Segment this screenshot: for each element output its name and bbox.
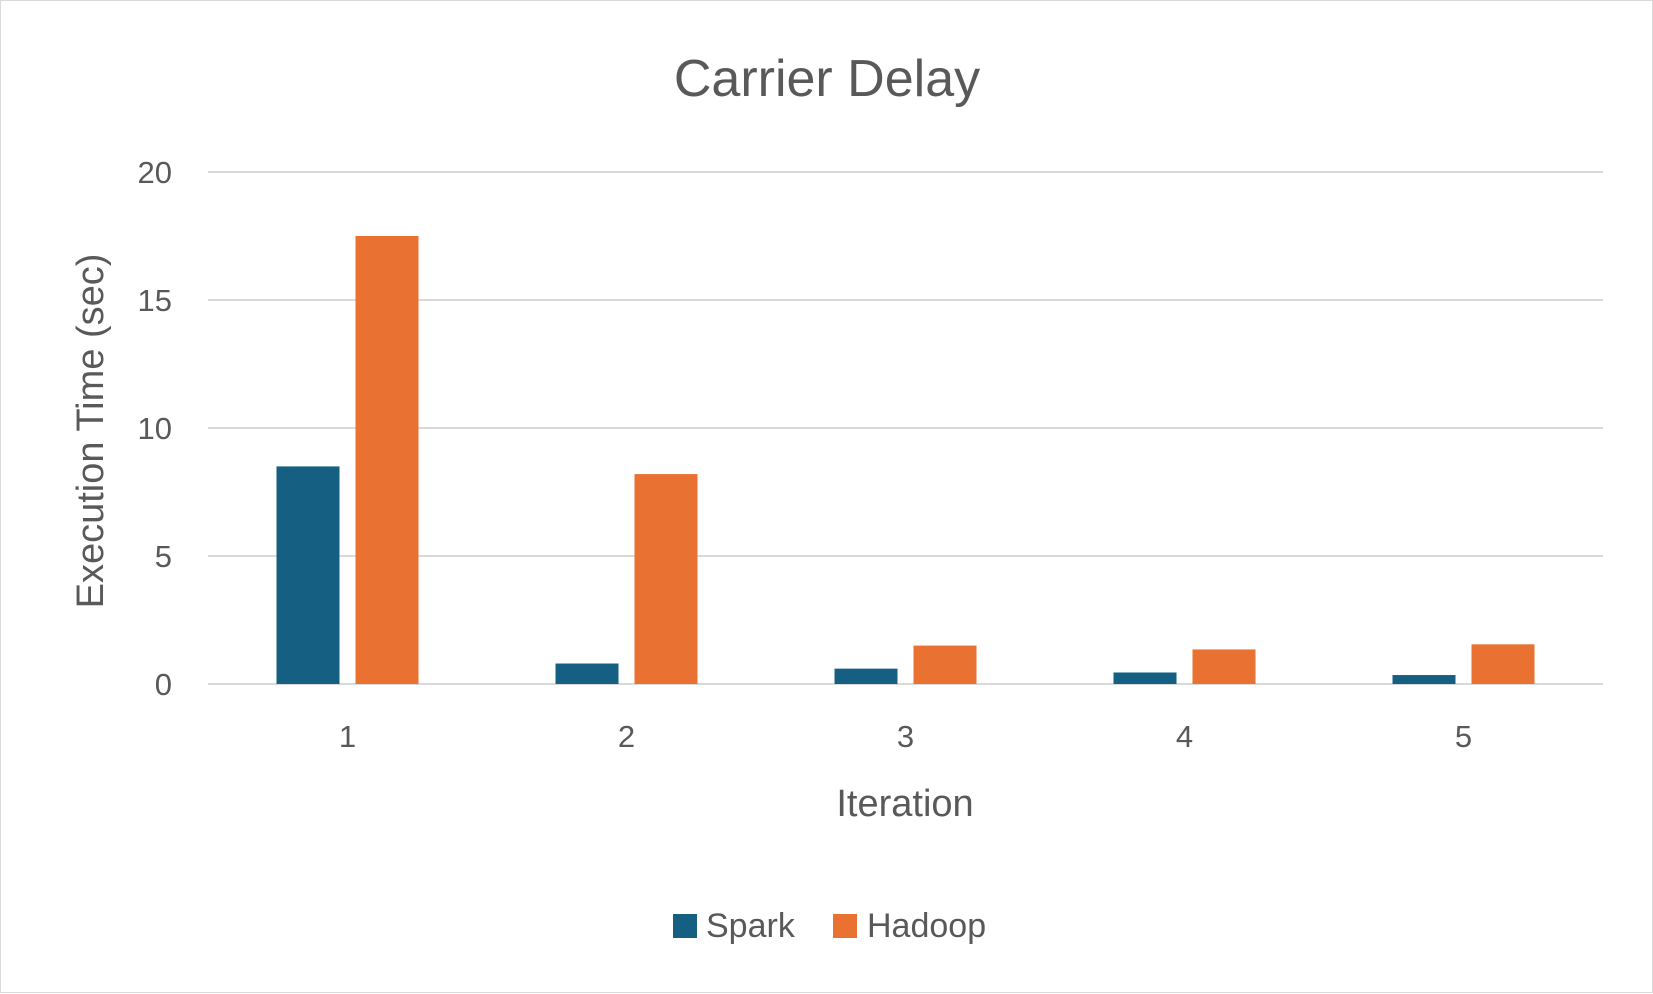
legend-label-hadoop: Hadoop	[867, 907, 986, 945]
bar-series	[276, 236, 1535, 684]
bar-hadoop-5	[1471, 644, 1535, 684]
legend-swatch-spark	[673, 914, 697, 938]
y-tick-label: 15	[138, 283, 172, 318]
bar-hadoop-4	[1192, 649, 1256, 684]
bar-spark-4	[1113, 672, 1177, 684]
y-axis-title: Execution Time (sec)	[70, 254, 112, 609]
x-tick-label: 1	[339, 719, 356, 754]
y-tick-label: 20	[138, 155, 172, 190]
bar-hadoop-2	[634, 474, 698, 684]
legend-label-spark: Spark	[706, 907, 796, 945]
bar-hadoop-3	[913, 645, 977, 684]
y-axis-ticks: 0 5 10 15 20	[138, 155, 172, 702]
x-tick-label: 4	[1176, 719, 1193, 754]
x-tick-label: 3	[897, 719, 914, 754]
bar-spark-1	[276, 466, 340, 684]
gridlines	[208, 171, 1603, 685]
y-tick-label: 5	[155, 539, 172, 574]
legend-swatch-hadoop	[833, 914, 857, 938]
y-tick-label: 0	[155, 667, 172, 702]
legend: Spark Hadoop	[673, 907, 986, 945]
bar-spark-3	[834, 668, 898, 684]
bar-spark-5	[1392, 675, 1456, 684]
x-tick-label: 5	[1455, 719, 1472, 754]
y-tick-label: 10	[138, 411, 172, 446]
bar-hadoop-1	[355, 236, 419, 684]
bar-spark-2	[555, 663, 619, 684]
x-tick-label: 2	[618, 719, 635, 754]
x-axis-ticks: 1 2 3 4 5	[339, 719, 1472, 754]
x-axis-title: Iteration	[836, 783, 973, 825]
chart-title: Carrier Delay	[674, 50, 980, 108]
